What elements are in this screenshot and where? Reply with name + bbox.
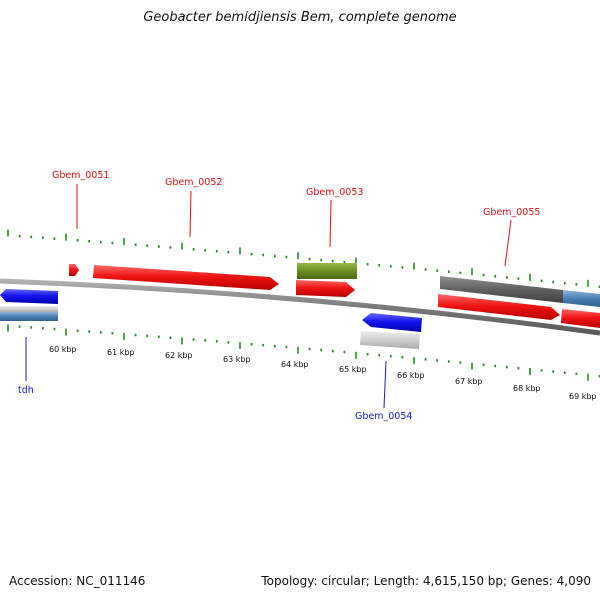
gene-label-gbem-0055[interactable]: Gbem_0055 [483, 207, 540, 218]
gene-label-gbem-0053[interactable]: Gbem_0053 [306, 187, 363, 198]
pseudo-feature-gbem-0055[interactable] [440, 276, 563, 303]
gene-label-tdh[interactable]: tdh [18, 385, 34, 396]
kbp-label-68: 68 kbp [513, 384, 541, 393]
kbp-axis-labels: 60 kbp 61 kbp 62 kbp 63 kbp 64 kbp 65 kb… [49, 345, 597, 401]
kbp-label-69: 69 kbp [569, 392, 597, 401]
kbp-label-60: 60 kbp [49, 345, 77, 354]
kbp-label-64: 64 kbp [281, 360, 309, 369]
tick-row-bottom [7, 324, 600, 381]
other-feature-gbem-0055[interactable] [563, 290, 600, 307]
gene-arrow-next[interactable] [561, 309, 600, 328]
rna-feature-gbem-0053[interactable] [297, 263, 357, 279]
gene-arrow-tdh[interactable] [0, 289, 58, 304]
kbp-label-62: 62 kbp [165, 351, 193, 360]
gene-label-gbem-0051[interactable]: Gbem_0051 [52, 170, 109, 181]
light-feature-gbem-0054[interactable] [360, 331, 420, 349]
topology-text: Topology: circular; Length: 4,615,150 bp… [261, 574, 591, 588]
leader-line-gbem-0052 [189, 190, 192, 238]
tick-row-top [7, 229, 600, 288]
gene-label-gbem-0054[interactable]: Gbem_0054 [355, 411, 412, 422]
gene-arrow-gbem-0053[interactable] [296, 280, 355, 297]
light-feature-tdh[interactable] [0, 306, 58, 312]
genome-title: Geobacter bemidjiensis Bem, complete gen… [143, 10, 457, 25]
kbp-label-61: 61 kbp [107, 348, 135, 357]
gene-arrow-gbem-0054[interactable] [362, 313, 422, 332]
gene-label-gbem-0052[interactable]: Gbem_0052 [165, 177, 222, 188]
gene-arrow-gbem-0051[interactable] [69, 264, 79, 276]
genome-backbone [0, 278, 600, 336]
kbp-label-65: 65 kbp [339, 365, 367, 374]
kbp-label-63: 63 kbp [223, 355, 251, 364]
leader-line-gbem-0053 [329, 199, 332, 248]
leader-line-gbem-0054 [383, 360, 387, 409]
leader-line-gbem-0055 [504, 219, 512, 267]
gene-arrow-gbem-0052[interactable] [93, 265, 279, 290]
kbp-label-67: 67 kbp [455, 377, 483, 386]
other-feature-tdh[interactable] [0, 312, 58, 321]
gene-arrow-gbem-0055[interactable] [438, 294, 560, 320]
accession-text: Accession: NC_011146 [9, 574, 146, 588]
kbp-label-66: 66 kbp [397, 371, 425, 380]
